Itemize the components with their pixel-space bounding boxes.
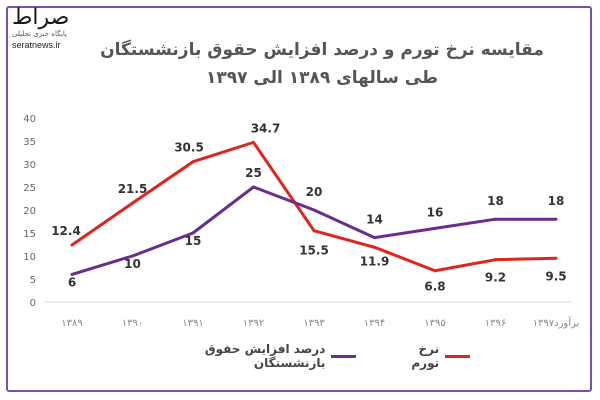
data-point-s1 xyxy=(494,217,497,221)
data-label-s0: 6.8 xyxy=(424,280,445,294)
data-label-s1: 18 xyxy=(487,194,504,208)
x-tick-label: ۱۳۹۵ xyxy=(424,318,445,329)
data-point-s0 xyxy=(191,160,195,164)
data-label-s1: 25 xyxy=(245,166,262,180)
y-tick-label: 25 xyxy=(23,183,36,194)
data-point-s0 xyxy=(554,256,558,260)
x-tick-label: ۱۳۹۱ xyxy=(182,318,203,329)
logo-mark: صراط xyxy=(12,5,70,30)
y-tick-label: 35 xyxy=(23,137,36,148)
x-tick-label: ۱۳۸۹ xyxy=(61,318,82,329)
data-label-s1: 18 xyxy=(548,194,565,208)
data-point-s0 xyxy=(494,258,497,262)
data-label-s0: 15.5 xyxy=(299,244,329,258)
data-label-s0: 11.9 xyxy=(360,254,390,268)
y-tick-label: 5 xyxy=(30,275,36,286)
data-point-s0 xyxy=(433,269,437,273)
chart-frame xyxy=(6,6,592,392)
data-point-s0 xyxy=(131,201,134,205)
y-tick-label: 0 xyxy=(30,298,36,309)
legend-item-pension: درصد افزایش حقوق بازنشستگان xyxy=(150,342,357,370)
data-point-s1 xyxy=(312,208,316,212)
x-tick-label: ۱۳۹۳ xyxy=(303,318,325,329)
data-label-s0: 9.2 xyxy=(485,271,506,285)
data-point-s1 xyxy=(554,217,558,221)
data-point-s0 xyxy=(252,140,255,144)
legend-swatch-inflation xyxy=(445,354,470,358)
data-label-s0: 21.5 xyxy=(118,182,148,196)
y-tick-label: 20 xyxy=(23,206,36,217)
data-label-s1: 15 xyxy=(185,234,202,248)
logo-subtitle: پایگاه خبری تحلیلی xyxy=(12,30,67,38)
data-point-s1 xyxy=(433,226,437,230)
data-point-s1 xyxy=(191,231,195,235)
data-label-s0: 34.7 xyxy=(251,121,281,135)
data-label-s1: 6 xyxy=(68,275,76,289)
data-label-s1: 10 xyxy=(124,257,141,271)
logo-site: seratnews.ir xyxy=(12,40,61,50)
y-tick-label: 30 xyxy=(23,160,36,171)
data-point-s0 xyxy=(373,245,376,249)
data-point-s0 xyxy=(70,243,74,247)
legend-label-inflation: نرخ تورم xyxy=(411,342,440,370)
legend-swatch-pension xyxy=(331,354,357,358)
chart-title: مقایسه نرخ تورم و درصد افزایش حقوق بازنش… xyxy=(100,40,544,88)
data-label-s0: 30.5 xyxy=(174,141,204,155)
chart-legend: نرخ تورم درصد افزایش حقوق بازنشستگان xyxy=(150,342,470,370)
data-label-s1: 20 xyxy=(306,185,323,199)
x-tick-label: برآورد۱۳۹۷ xyxy=(533,316,580,329)
data-label-s0: 12.4 xyxy=(51,224,81,238)
data-point-s1 xyxy=(131,254,134,258)
data-point-s1 xyxy=(70,272,74,276)
data-label-s0: 9.5 xyxy=(545,269,566,283)
x-tick-label: ۱۳۹۴ xyxy=(364,318,385,329)
data-point-s0 xyxy=(312,229,316,233)
y-tick-label: 15 xyxy=(23,229,36,240)
data-label-s1: 14 xyxy=(366,213,383,227)
y-tick-label: 10 xyxy=(23,252,36,263)
data-point-s1 xyxy=(252,185,255,189)
x-tick-label: ۱۳۹۲ xyxy=(243,318,264,329)
legend-label-pension: درصد افزایش حقوق بازنشستگان xyxy=(204,342,326,370)
x-tick-label: ۱۳۹۶ xyxy=(485,318,506,329)
site-logo: صراط پایگاه خبری تحلیلی seratnews.ir xyxy=(12,5,86,51)
data-point-s1 xyxy=(373,236,376,240)
legend-item-inflation: نرخ تورم xyxy=(392,342,470,370)
x-tick-label: ۱۳۹۰ xyxy=(122,318,143,329)
data-label-s1: 16 xyxy=(427,205,444,219)
y-tick-label: 40 xyxy=(23,114,36,125)
